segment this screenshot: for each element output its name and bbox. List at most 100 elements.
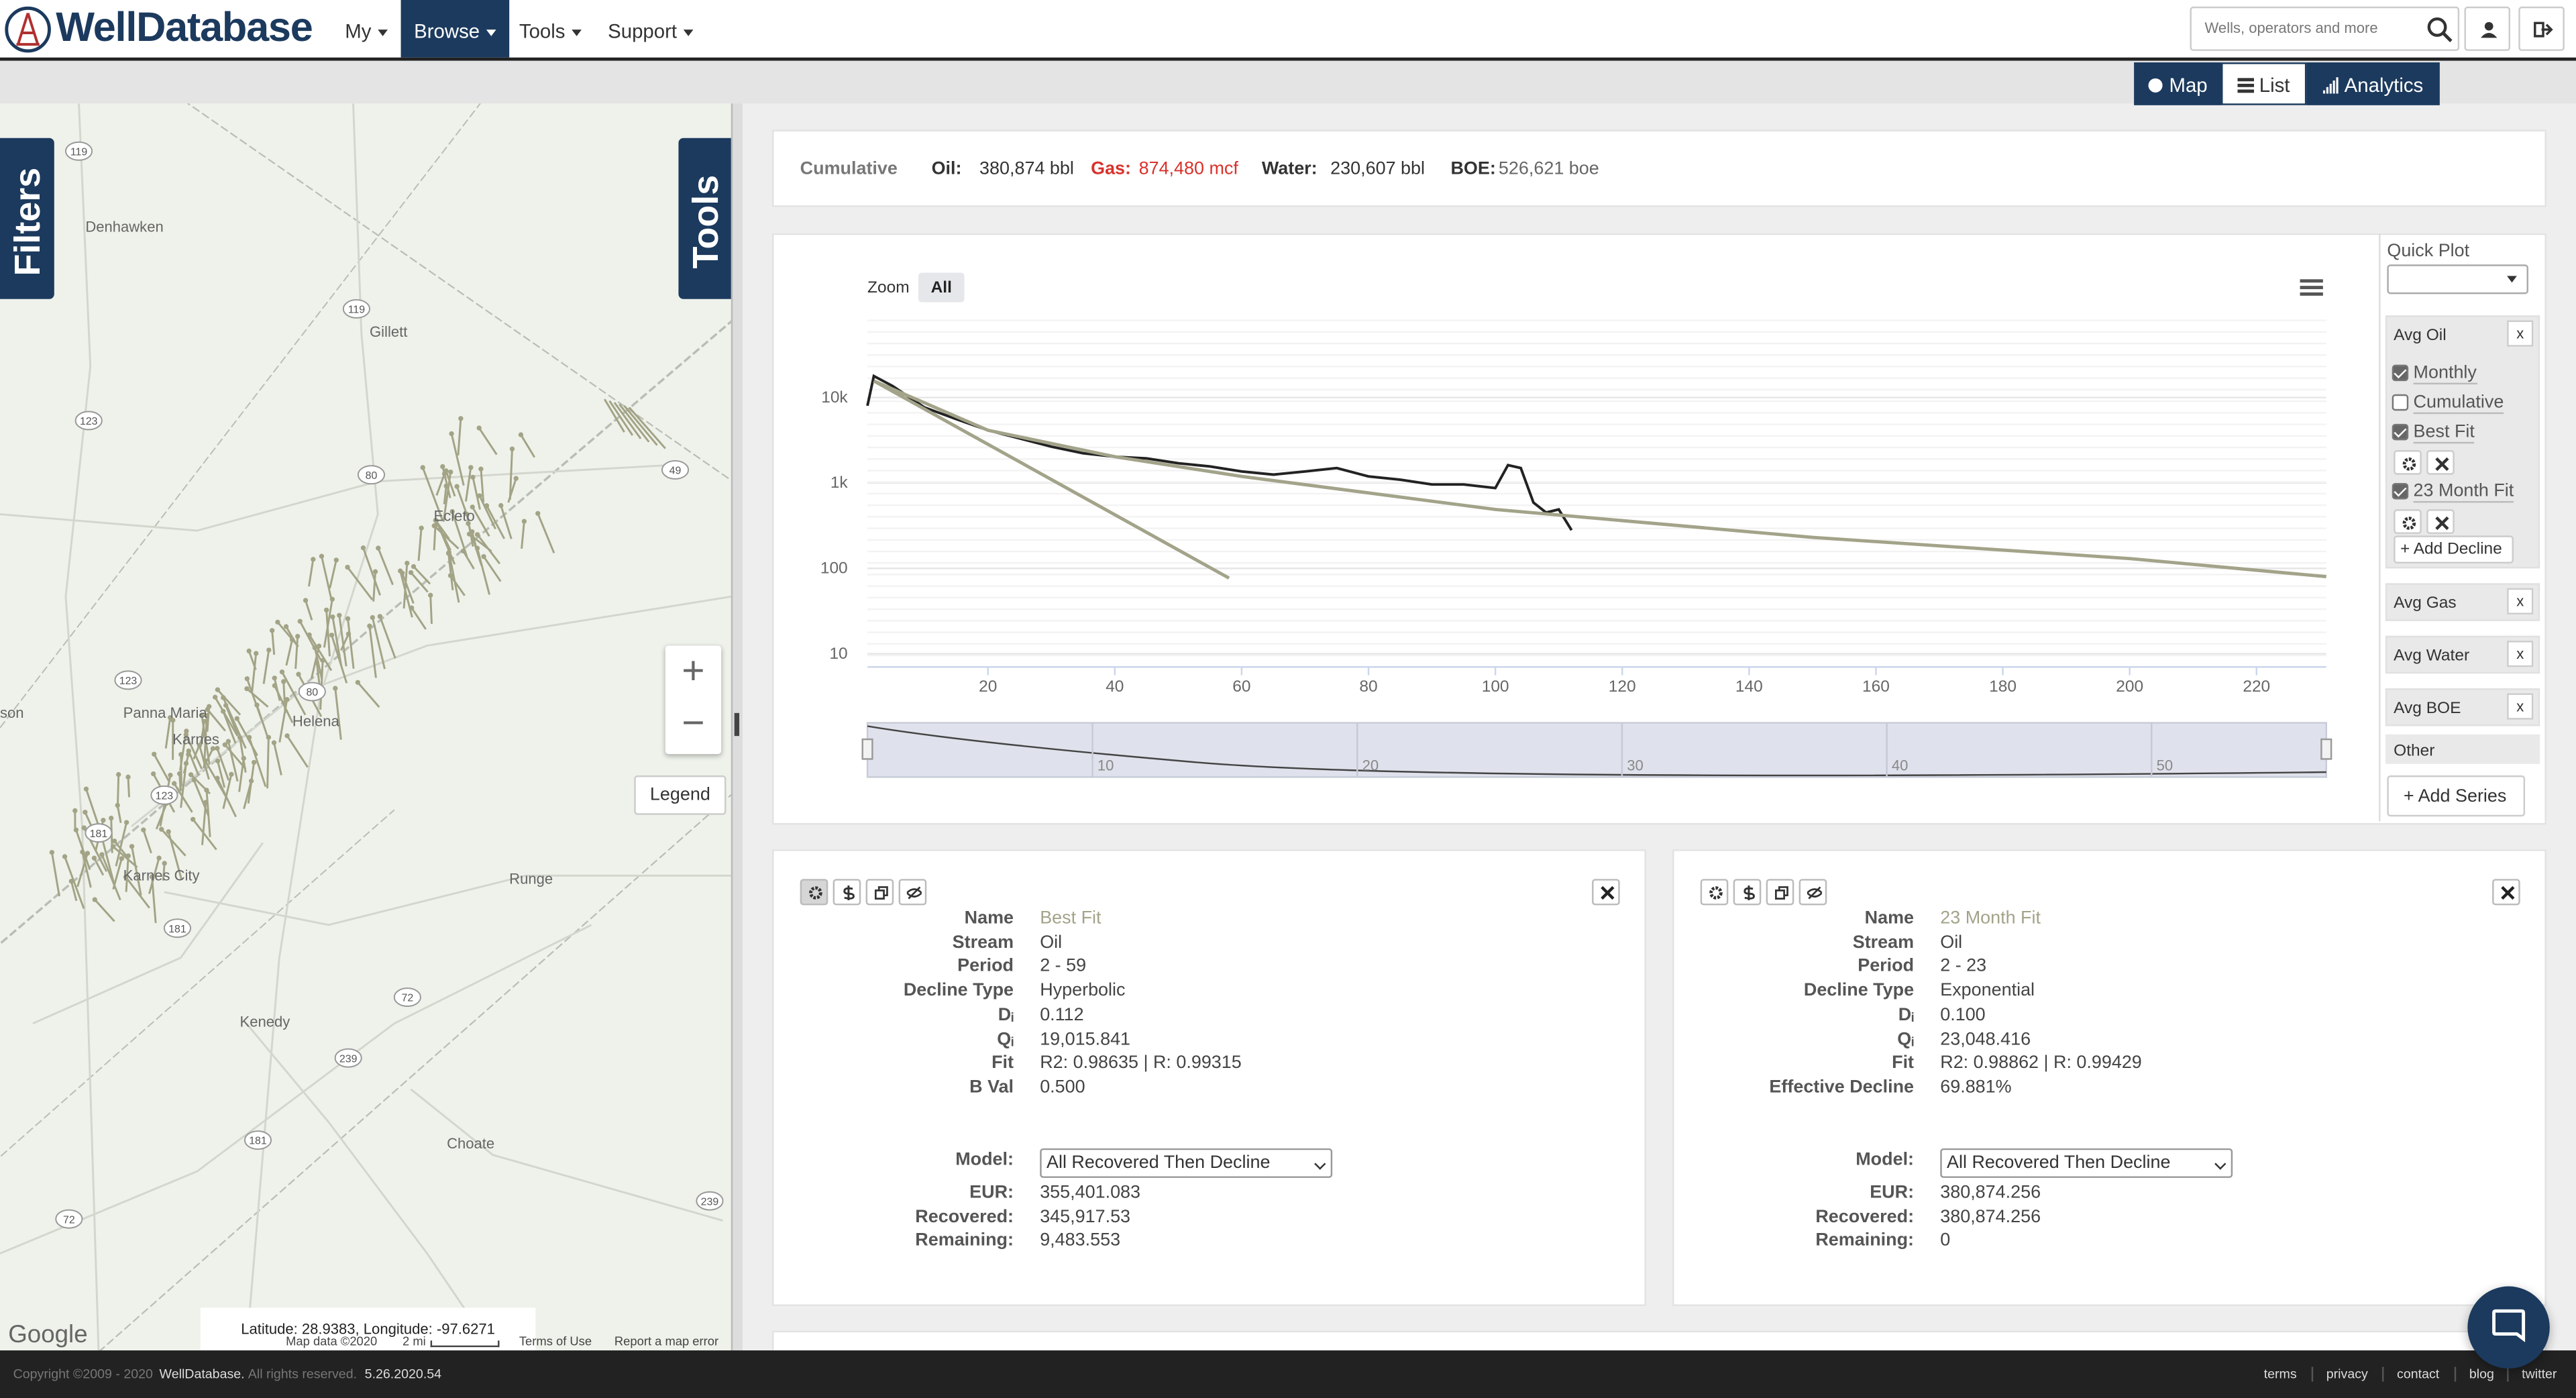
route-number: 239 — [701, 1196, 719, 1207]
route-shield — [661, 460, 690, 480]
menu-item[interactable]: My — [345, 0, 388, 58]
zoom-in[interactable]: + — [682, 649, 705, 694]
fit-button[interactable] — [2394, 509, 2422, 534]
well-head — [345, 616, 351, 621]
legend-button[interactable]: Legend — [634, 775, 727, 815]
card-tool[interactable] — [1733, 879, 1762, 906]
well-lateral — [628, 407, 666, 449]
model-select[interactable]: All Recovered Then Decline — [1040, 1148, 1333, 1178]
quick-plot-select[interactable] — [2387, 264, 2528, 294]
view-tab[interactable]: Analytics — [2306, 62, 2440, 105]
list-line — [2237, 89, 2255, 93]
toggle-label[interactable]: Best Fit — [2413, 422, 2475, 444]
well-lateral — [155, 802, 168, 830]
well-lateral — [334, 688, 342, 740]
side-tab[interactable]: Tools — [678, 138, 733, 299]
footer-link[interactable]: privacy — [2326, 1366, 2368, 1382]
checkbox[interactable] — [2392, 483, 2409, 500]
field-value: R2: 0.98862 | R: 0.99429 — [1940, 1053, 2142, 1073]
zoom-out[interactable]: − — [682, 701, 705, 746]
card-tool[interactable] — [1799, 879, 1827, 906]
zoom-button[interactable] — [918, 272, 965, 303]
group-name: Avg Gas — [2394, 594, 2457, 613]
view-tab[interactable]: List — [2221, 62, 2307, 105]
footer-link[interactable]: blog — [2469, 1366, 2494, 1382]
route-number: 72 — [63, 1214, 75, 1226]
result-value: 345,917.53 — [1040, 1207, 1131, 1227]
handle — [2441, 32, 2453, 42]
logo-ring — [5, 6, 51, 53]
well-head — [370, 614, 376, 621]
route-shield — [114, 670, 142, 690]
view-tab[interactable]: Map — [2134, 62, 2222, 105]
well-lateral — [214, 696, 239, 737]
footer-link[interactable]: contact — [2397, 1366, 2440, 1382]
add-decline[interactable]: + Add Decline — [2394, 535, 2514, 564]
well-lateral — [125, 855, 129, 892]
checkbox[interactable] — [2392, 364, 2409, 382]
nav-button[interactable] — [2464, 6, 2511, 51]
field-value: Best Fit — [1040, 908, 1102, 928]
field-label: Stream — [952, 932, 1014, 953]
card-tool[interactable] — [1766, 879, 1794, 906]
card-tool[interactable] — [898, 879, 927, 906]
well-head — [271, 740, 277, 745]
route-shield — [696, 1191, 724, 1211]
card-close[interactable] — [1592, 879, 1620, 906]
toggle-label[interactable]: Monthly — [2413, 363, 2477, 385]
menu-item[interactable]: Tools — [519, 0, 582, 58]
card-tool[interactable] — [800, 879, 828, 906]
well-head — [478, 466, 484, 472]
brand[interactable]: WellDatabase — [56, 5, 313, 51]
well-head — [535, 510, 541, 517]
well-head — [440, 464, 445, 470]
footer-link[interactable]: twitter — [2522, 1366, 2557, 1382]
group-close[interactable]: x — [2507, 588, 2534, 614]
fit-button[interactable] — [2426, 450, 2455, 475]
chat-bubble[interactable] — [2467, 1286, 2550, 1369]
checkbox[interactable] — [2392, 423, 2409, 441]
well-lateral — [164, 717, 172, 749]
well-head — [184, 729, 189, 734]
menu-item[interactable]: Browse — [400, 0, 510, 58]
card-close[interactable] — [2492, 879, 2520, 906]
well-lateral — [294, 636, 299, 669]
road — [245, 103, 379, 1351]
well-head — [296, 671, 301, 677]
well-lateral — [162, 863, 166, 881]
side-tab[interactable]: Filters — [0, 138, 54, 299]
footer-link[interactable]: terms — [2263, 1366, 2297, 1382]
field-value: Hyperbolic — [1040, 981, 1126, 1001]
card-tool[interactable] — [1700, 879, 1729, 906]
group-close[interactable]: x — [2507, 641, 2534, 667]
card-tool[interactable] — [865, 879, 894, 906]
well-lateral — [435, 520, 456, 565]
field-label: Dᵢ — [998, 1005, 1014, 1025]
copyright: Copyright ©2009 - 2020 — [13, 1366, 153, 1382]
route-shield — [74, 411, 103, 431]
menu-item[interactable]: Support — [608, 0, 694, 58]
well-lateral — [93, 857, 105, 876]
copy — [874, 886, 888, 900]
group-close[interactable]: x — [2507, 693, 2534, 720]
well-lateral — [182, 754, 190, 774]
well-head — [186, 752, 191, 757]
well-lateral — [429, 595, 433, 624]
fit-button[interactable] — [2426, 509, 2455, 534]
toggle-label[interactable]: 23 Month Fit — [2413, 482, 2514, 503]
checkbox[interactable] — [2392, 394, 2409, 411]
well-lateral — [115, 822, 128, 867]
group-close[interactable]: x — [2507, 320, 2534, 347]
card-tool[interactable] — [833, 879, 861, 906]
add-series[interactable]: + Add Series — [2387, 775, 2526, 817]
toggle-label[interactable]: Cumulative — [2413, 392, 2504, 415]
nav-button[interactable] — [2518, 6, 2565, 51]
field-label: Name — [1864, 908, 1915, 928]
fit-button[interactable] — [2394, 450, 2422, 475]
search-box[interactable]: Wells, operators and more — [2190, 6, 2460, 51]
field-label: Fit — [1892, 1053, 1915, 1073]
group-name: Avg BOE — [2394, 700, 2461, 718]
well-head — [125, 853, 131, 859]
model-select[interactable]: All Recovered Then Decline — [1940, 1148, 2233, 1178]
card-tool-icon — [809, 886, 822, 900]
